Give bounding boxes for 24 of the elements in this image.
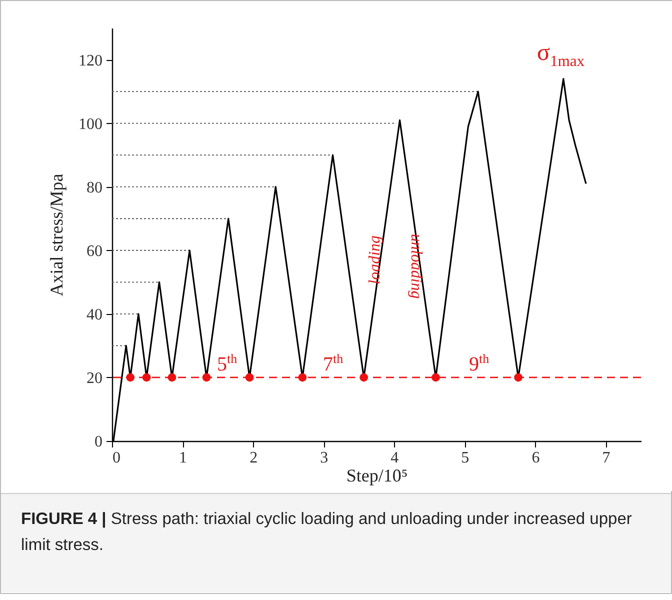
- annotation: σ$_{1max}$: [537, 40, 585, 70]
- x-tick-label: 1: [179, 450, 188, 466]
- y-tick-label: 20: [86, 370, 102, 387]
- x-tick-label: 4: [390, 450, 399, 466]
- x-tick-label: 2: [250, 450, 258, 466]
- annotation: 5$^{th}$: [217, 351, 238, 376]
- x-tick-label: 7: [602, 450, 610, 466]
- y-tick-label: 40: [86, 306, 102, 324]
- x-tick-label: 0: [112, 450, 120, 466]
- y-tick-label: 0: [94, 434, 102, 450]
- y-tick-label: 100: [78, 116, 102, 133]
- y-tick-label: 60: [86, 242, 102, 260]
- y-tick-label: 80: [86, 179, 102, 196]
- caption: FIGURE 4 | Stress path: triaxial cyclic loading and unloading under increased upper limit stress.: [21, 509, 633, 556]
- x-axis-title: Step/10⁵: [346, 466, 408, 486]
- annotation: loading: [366, 235, 384, 284]
- annotation: unloading: [408, 234, 425, 299]
- x-tick-label: 6: [532, 450, 540, 466]
- y-tick-label: 120: [78, 52, 102, 70]
- annotation: 9$^{th}$: [469, 351, 490, 376]
- x-tick-label: 5: [461, 450, 470, 466]
- y-axis-title: Axial stress/Mpa: [46, 174, 66, 296]
- x-tick-label: 3: [320, 450, 328, 466]
- annotation: 7$^{th}$: [323, 351, 344, 376]
